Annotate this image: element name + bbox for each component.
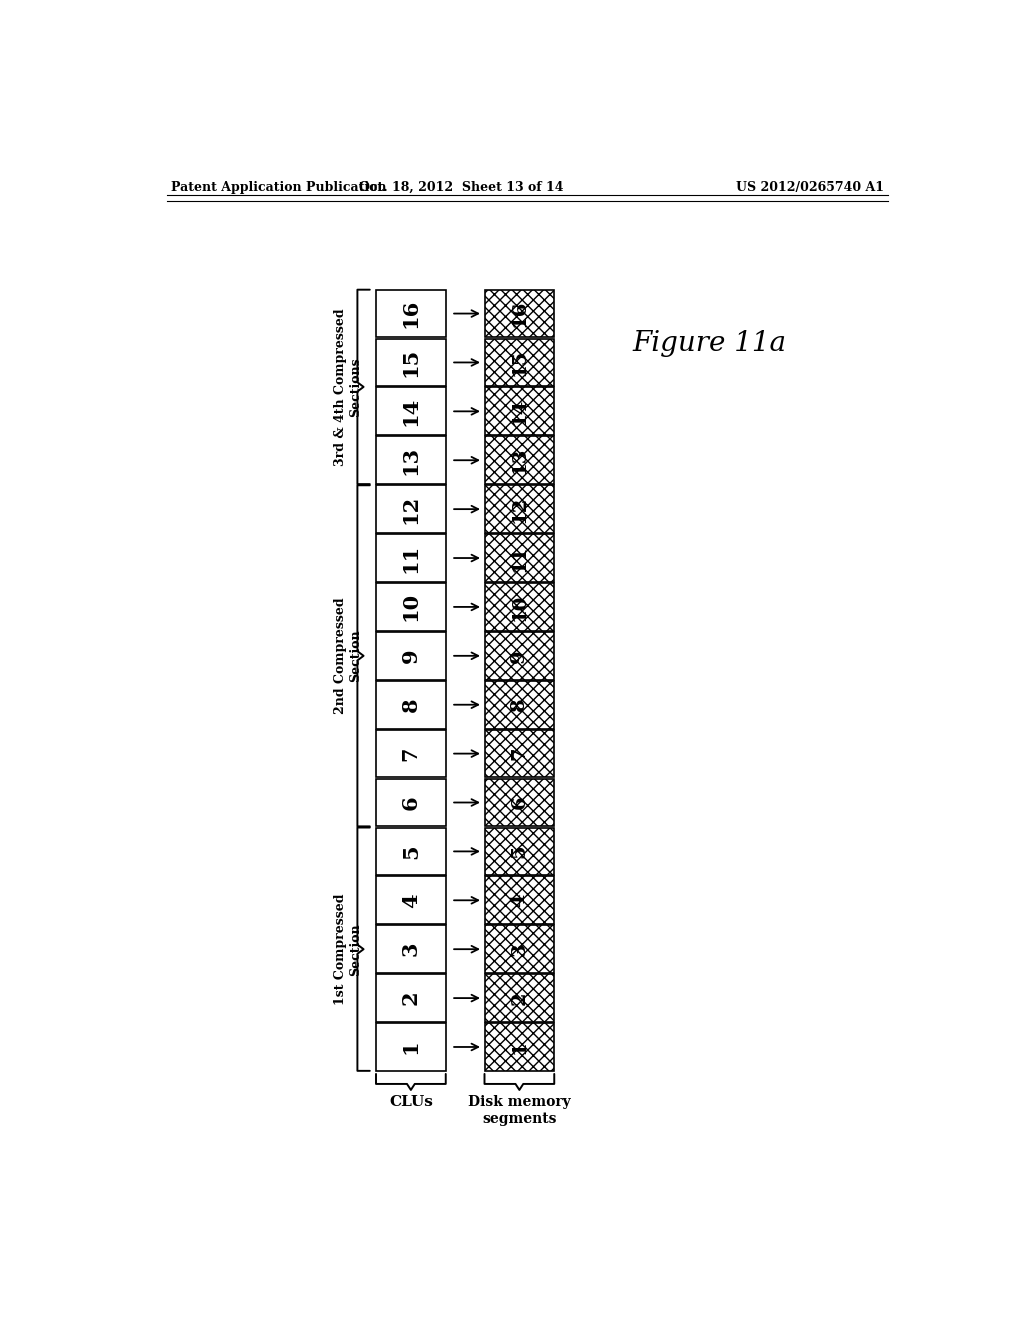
Bar <box>376 974 445 1022</box>
Text: 15: 15 <box>400 348 421 378</box>
Text: 13: 13 <box>510 446 528 474</box>
Text: 3: 3 <box>400 942 421 957</box>
Text: 13: 13 <box>400 446 421 475</box>
Bar <box>484 730 554 777</box>
Text: 5: 5 <box>510 845 528 858</box>
Text: 8: 8 <box>510 698 528 711</box>
Bar <box>484 1023 554 1071</box>
Bar <box>484 583 554 631</box>
Text: 10: 10 <box>400 593 421 622</box>
Bar <box>484 681 554 729</box>
Bar <box>484 876 554 924</box>
Bar <box>484 486 554 533</box>
Bar <box>484 388 554 436</box>
Text: 5: 5 <box>400 843 421 859</box>
Text: 2nd Compressed
Section: 2nd Compressed Section <box>334 598 362 714</box>
Bar <box>376 730 445 777</box>
Bar <box>376 876 445 924</box>
Text: 2: 2 <box>510 991 528 1005</box>
Text: Oct. 18, 2012  Sheet 13 of 14: Oct. 18, 2012 Sheet 13 of 14 <box>359 181 563 194</box>
Text: CLUs: CLUs <box>389 1096 433 1109</box>
Text: 1: 1 <box>400 1040 421 1055</box>
Text: 8: 8 <box>400 697 421 711</box>
Text: 4: 4 <box>400 894 421 908</box>
Bar <box>484 535 554 582</box>
Bar <box>484 437 554 484</box>
Bar <box>484 974 554 1022</box>
Text: 3: 3 <box>510 942 528 956</box>
Text: 15: 15 <box>510 348 528 376</box>
Bar <box>484 339 554 387</box>
Bar <box>376 437 445 484</box>
Text: 2: 2 <box>400 991 421 1006</box>
Text: 6: 6 <box>510 796 528 809</box>
Text: 12: 12 <box>400 495 421 524</box>
Bar <box>484 779 554 826</box>
Text: 11: 11 <box>400 544 421 573</box>
Text: 9: 9 <box>400 648 421 663</box>
Text: Figure 11a: Figure 11a <box>632 330 786 356</box>
Bar <box>376 583 445 631</box>
Bar <box>376 925 445 973</box>
Bar <box>484 632 554 680</box>
Text: 9: 9 <box>510 649 528 663</box>
Bar <box>376 388 445 436</box>
Text: 14: 14 <box>400 397 421 426</box>
Text: 12: 12 <box>510 495 528 523</box>
Text: 7: 7 <box>400 746 421 760</box>
Bar <box>484 828 554 875</box>
Text: Disk memory
segments: Disk memory segments <box>468 1096 570 1126</box>
Bar <box>376 486 445 533</box>
Bar <box>376 632 445 680</box>
Bar <box>376 828 445 875</box>
Text: 14: 14 <box>510 397 528 425</box>
Bar <box>376 289 445 338</box>
Bar <box>376 779 445 826</box>
Text: 11: 11 <box>510 544 528 572</box>
Bar <box>376 1023 445 1071</box>
Text: 4: 4 <box>510 894 528 907</box>
Bar <box>484 925 554 973</box>
Bar <box>376 535 445 582</box>
Bar <box>484 289 554 338</box>
Text: 6: 6 <box>400 795 421 809</box>
Text: 16: 16 <box>510 300 528 327</box>
Text: 1st Compressed
Section: 1st Compressed Section <box>334 894 362 1005</box>
Text: Patent Application Publication: Patent Application Publication <box>171 181 386 194</box>
Bar <box>376 681 445 729</box>
Text: 7: 7 <box>510 747 528 760</box>
Bar <box>376 339 445 387</box>
Text: 1: 1 <box>510 1040 528 1053</box>
Text: US 2012/0265740 A1: US 2012/0265740 A1 <box>736 181 884 194</box>
Text: 3rd & 4th Compressed
Sections: 3rd & 4th Compressed Sections <box>334 308 362 466</box>
Text: 10: 10 <box>510 593 528 620</box>
Text: 16: 16 <box>400 298 421 329</box>
